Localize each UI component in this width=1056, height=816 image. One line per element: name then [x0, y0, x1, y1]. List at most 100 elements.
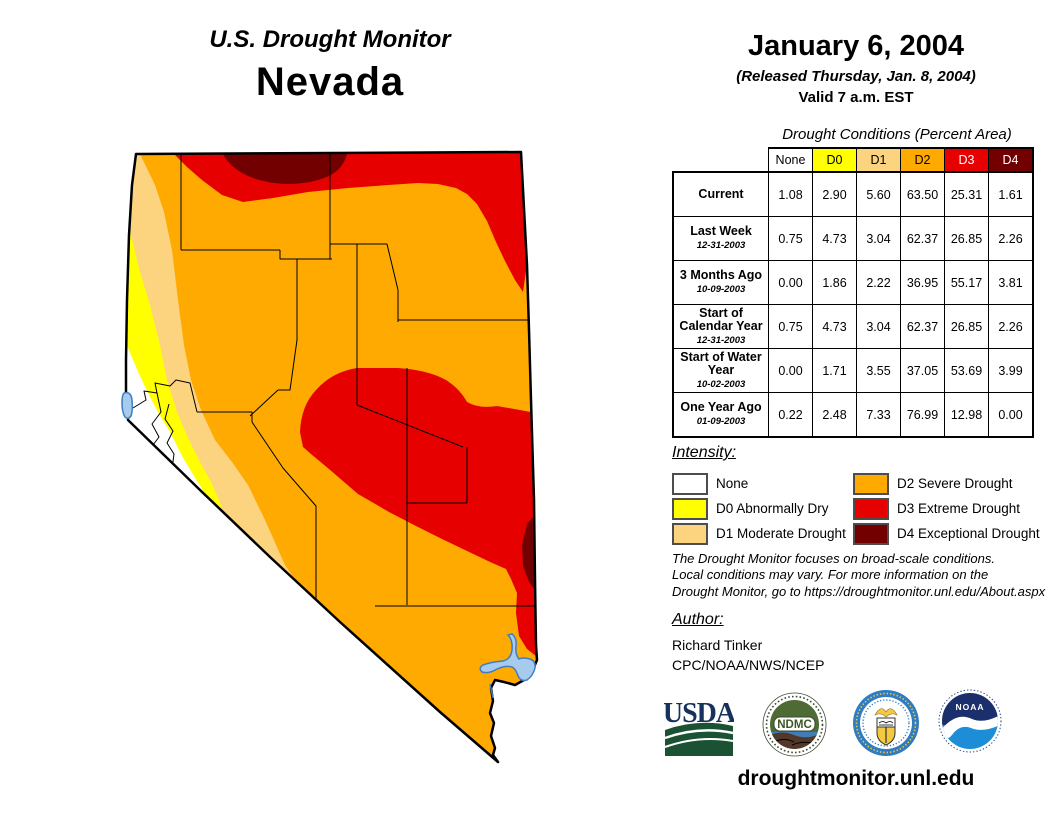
row-label: 3 Months Ago 10-09-2003 [672, 260, 769, 305]
cell-value: 0.75 [768, 304, 813, 349]
state-name-title: Nevada [255, 60, 405, 104]
d3-extreme-region-north [174, 152, 527, 292]
cell-value: 3.99 [988, 348, 1034, 393]
table-row: 3 Months Ago 10-09-2003 0.00 1.86 2.22 3… [672, 260, 1034, 305]
d2-swatch [853, 472, 889, 495]
author-org: CPC/NOAA/NWS/NCEP [672, 657, 825, 673]
cell-value: 3.81 [988, 260, 1034, 305]
cell-value: 0.00 [768, 260, 813, 305]
author-name: Richard Tinker [672, 637, 763, 653]
noaa-logo-text: NOAA [955, 702, 984, 712]
cell-value: 4.73 [812, 216, 857, 261]
date-block: January 6, 2004 (Released Thursday, Jan.… [660, 30, 1052, 106]
cell-value: 3.04 [856, 216, 901, 261]
cell-value: 7.33 [856, 392, 901, 438]
d4-exceptional-region-north [223, 154, 347, 184]
usda-logo: USDA [664, 698, 734, 756]
author-block: Author: Richard Tinker CPC/NOAA/NWS/NCEP [672, 611, 824, 673]
cell-value: 53.69 [944, 348, 989, 393]
legend-label: D3 Extreme Drought [897, 501, 1021, 516]
d0-swatch [672, 497, 708, 520]
intensity-legend: Intensity: None D0 Abnormally Dry D1 Mod… [672, 444, 1056, 546]
cell-value: 62.37 [900, 304, 945, 349]
disclaimer-line: Local conditions may vary. For more info… [672, 567, 989, 583]
cell-value: 2.26 [988, 216, 1034, 261]
legend-item-d2: D2 Severe Drought [853, 471, 1056, 496]
legend-label: D0 Abnormally Dry [716, 501, 829, 516]
cell-value: 4.73 [812, 304, 857, 349]
row-label-text: 3 Months Ago [679, 268, 763, 282]
col-header-d3: D3 [944, 147, 989, 173]
col-header-d4: D4 [988, 147, 1034, 173]
row-label: Start of Calendar Year 12-31-2003 [672, 304, 769, 349]
cell-value: 2.22 [856, 260, 901, 305]
cell-value: 25.31 [944, 171, 989, 217]
cell-value: 62.37 [900, 216, 945, 261]
table-row: One Year Ago 01-09-2003 0.22 2.48 7.33 7… [672, 392, 1034, 438]
row-label: Current [672, 171, 769, 217]
cell-value: 1.61 [988, 171, 1034, 217]
legend-heading: Intensity: [672, 444, 737, 461]
cell-value: 26.85 [944, 216, 989, 261]
row-label-text: Last Week [690, 224, 752, 238]
lake-tahoe [121, 391, 134, 420]
table-title: Drought Conditions (Percent Area) [782, 126, 1012, 143]
d3-extreme-region-central [300, 368, 536, 656]
cell-value: 0.22 [768, 392, 813, 438]
cell-value: 12.98 [944, 392, 989, 438]
cell-value: 1.08 [768, 171, 813, 217]
table-row: Start of Calendar Year 12-31-2003 0.75 4… [672, 304, 1034, 349]
table-row: Start of Water Year 10-02-2003 0.00 1.71… [672, 348, 1034, 393]
d1-swatch [672, 522, 708, 545]
cell-value: 55.17 [944, 260, 989, 305]
map-date: January 6, 2004 [747, 30, 965, 62]
row-label-date: 01-09-2003 [696, 416, 746, 427]
cell-value: 2.48 [812, 392, 857, 438]
cell-value: 26.85 [944, 304, 989, 349]
row-label-text: Current [698, 186, 744, 201]
none-swatch [672, 472, 708, 495]
legend-label: D4 Exceptional Drought [897, 526, 1040, 541]
col-header-none: None [768, 147, 813, 173]
author-heading: Author: [672, 611, 724, 628]
ndmc-logo: NDMC [762, 692, 827, 757]
colorado-river [489, 683, 494, 699]
legend-label: None [716, 476, 749, 491]
d3-swatch [853, 497, 889, 520]
cell-value: 76.99 [900, 392, 945, 438]
disclaimer-line: The Drought Monitor focuses on broad-sca… [672, 551, 996, 566]
cell-value: 1.71 [812, 348, 857, 393]
row-label-date: 10-02-2003 [696, 378, 746, 390]
cell-value: 3.04 [856, 304, 901, 349]
report-title-block: U.S. Drought Monitor Nevada [100, 26, 560, 105]
cell-value: 1.86 [812, 260, 857, 305]
ndmc-logo-text: NDMC [777, 719, 812, 731]
cell-value: 3.55 [856, 348, 901, 393]
county-boundaries [132, 152, 536, 613]
legend-label: D2 Severe Drought [897, 476, 1013, 491]
row-label-date: 12-31-2003 [696, 240, 746, 251]
cell-value: 37.05 [900, 348, 945, 393]
col-header-d0: D0 [812, 147, 857, 173]
table-row: Last Week 12-31-2003 0.75 4.73 3.04 62.3… [672, 216, 1034, 261]
legend-item-d4: D4 Exceptional Drought [853, 521, 1056, 546]
cell-value: 2.90 [812, 171, 857, 217]
noaa-logo: NOAA [938, 689, 1002, 753]
cell-value: 0.00 [768, 348, 813, 393]
valid-time: Valid 7 a.m. EST [798, 89, 914, 106]
legend-item-none: None [672, 471, 853, 496]
row-label-text: Start of Calendar Year [679, 305, 763, 333]
cell-value: 36.95 [900, 260, 945, 305]
drought-conditions-table: None D0 D1 D2 D3 D4 Current 1.08 2.90 5.… [672, 147, 1034, 438]
row-label-text: One Year Ago [680, 400, 762, 414]
row-label: Last Week 12-31-2003 [672, 216, 769, 261]
cell-value: 2.26 [988, 304, 1034, 349]
footer-url: droughtmonitor.unl.edu [737, 767, 975, 790]
release-date: (Released Thursday, Jan. 8, 2004) [736, 68, 976, 85]
row-label: Start of Water Year 10-02-2003 [672, 348, 769, 393]
table-corner-cell [673, 148, 769, 172]
cell-value: 0.00 [988, 392, 1034, 438]
lake-mead [479, 633, 536, 682]
cell-value: 63.50 [900, 171, 945, 217]
